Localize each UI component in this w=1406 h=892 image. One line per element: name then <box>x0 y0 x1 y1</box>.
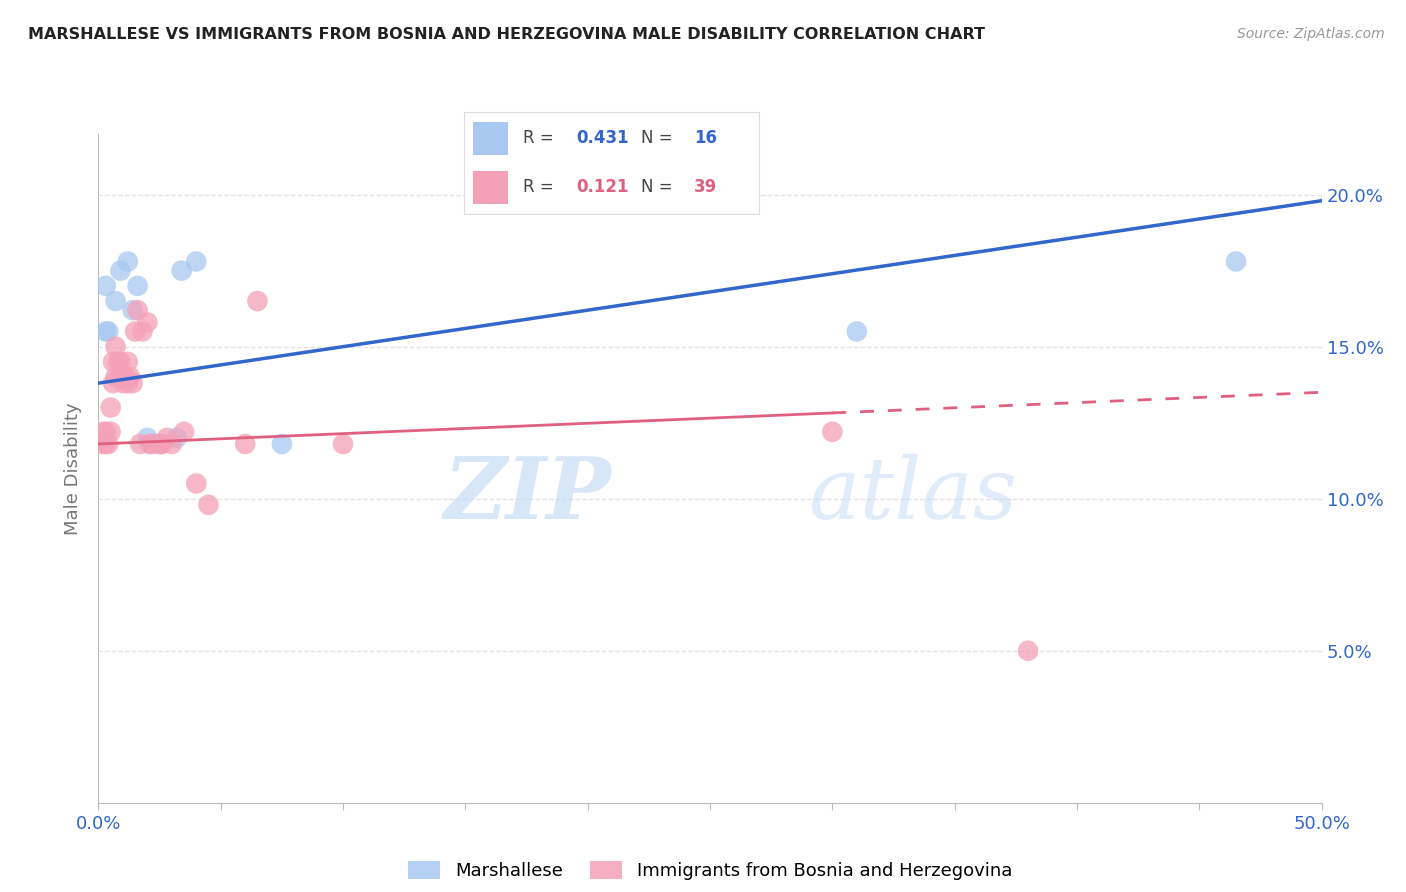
Point <box>94 425 117 439</box>
Point <box>101 355 124 369</box>
Point <box>270 437 294 451</box>
Point <box>149 437 172 451</box>
Text: 39: 39 <box>695 178 717 196</box>
Point <box>150 437 173 451</box>
Point <box>91 425 114 439</box>
Point <box>845 325 868 339</box>
Point <box>233 437 256 451</box>
Point <box>91 437 114 451</box>
Point <box>129 437 152 451</box>
Point <box>121 376 143 391</box>
Point <box>139 437 162 451</box>
Point <box>94 278 117 293</box>
Point <box>110 370 132 384</box>
Point <box>246 294 269 309</box>
Point <box>94 437 117 451</box>
Point <box>136 315 159 329</box>
Y-axis label: Male Disability: Male Disability <box>65 402 83 534</box>
Bar <box>472 122 509 154</box>
Point <box>166 431 188 445</box>
Bar <box>472 171 509 204</box>
Point <box>821 425 844 439</box>
Point <box>149 437 172 451</box>
Point <box>100 425 122 439</box>
Point <box>156 431 179 445</box>
Point <box>332 437 354 451</box>
Point <box>117 355 139 369</box>
Point <box>186 254 208 268</box>
Legend: Marshallese, Immigrants from Bosnia and Herzegovina: Marshallese, Immigrants from Bosnia and … <box>401 854 1019 888</box>
Text: R =: R = <box>523 178 560 196</box>
Point <box>136 431 159 445</box>
Text: Source: ZipAtlas.com: Source: ZipAtlas.com <box>1237 27 1385 41</box>
Point <box>173 425 195 439</box>
Text: 0.121: 0.121 <box>576 178 628 196</box>
Point <box>117 376 139 391</box>
Point <box>197 498 219 512</box>
Point <box>100 401 122 415</box>
Point <box>186 476 208 491</box>
Text: atlas: atlas <box>808 454 1017 536</box>
Point <box>104 294 127 309</box>
Point <box>104 370 127 384</box>
Text: 16: 16 <box>695 129 717 147</box>
Text: MARSHALLESE VS IMMIGRANTS FROM BOSNIA AND HERZEGOVINA MALE DISABILITY CORRELATIO: MARSHALLESE VS IMMIGRANTS FROM BOSNIA AN… <box>28 27 986 42</box>
Point <box>127 303 149 318</box>
Point <box>114 370 136 384</box>
Point <box>124 325 146 339</box>
Point <box>131 325 153 339</box>
Point <box>120 370 142 384</box>
Text: ZIP: ZIP <box>444 453 612 537</box>
Point <box>127 278 149 293</box>
Point <box>110 263 132 277</box>
Point <box>141 437 163 451</box>
Text: 0.431: 0.431 <box>576 129 628 147</box>
Point <box>107 355 129 369</box>
Point <box>94 325 117 339</box>
Point <box>1017 644 1039 658</box>
Text: N =: N = <box>641 129 678 147</box>
Point <box>121 303 143 318</box>
Point <box>104 340 127 354</box>
Point <box>97 437 120 451</box>
Point <box>111 376 134 391</box>
Point <box>160 437 183 451</box>
Point <box>97 325 120 339</box>
Point <box>101 376 124 391</box>
Text: R =: R = <box>523 129 560 147</box>
Point <box>1225 254 1247 268</box>
Point <box>110 355 132 369</box>
Point <box>170 263 193 277</box>
Text: N =: N = <box>641 178 678 196</box>
Point <box>117 254 139 268</box>
